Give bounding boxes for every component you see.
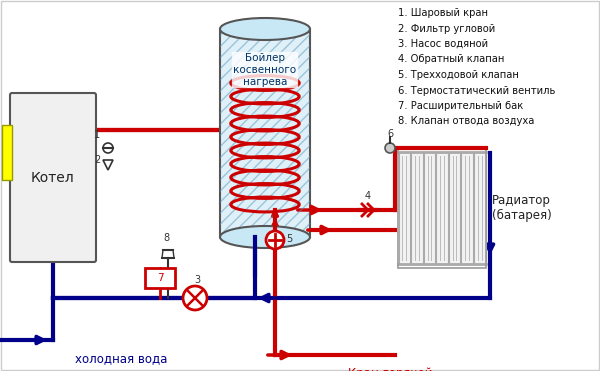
Text: 3. Насос водяной: 3. Насос водяной [398, 39, 488, 49]
Text: 5: 5 [286, 234, 292, 244]
Polygon shape [103, 160, 113, 170]
Circle shape [385, 143, 395, 153]
Text: 5. Трехходовой клапан: 5. Трехходовой клапан [398, 70, 519, 80]
Circle shape [103, 143, 113, 153]
Bar [474, 152, 485, 264]
Text: Кран горячей
воды: Кран горячей воды [348, 367, 432, 371]
Text: холодная вода: холодная вода [75, 352, 167, 365]
Text: Бойлер
косвенного
нагрева: Бойлер косвенного нагрева [233, 53, 296, 86]
Text: 7: 7 [157, 273, 163, 283]
FancyBboxPatch shape [10, 93, 96, 262]
Bar [411, 152, 422, 264]
Bar [220, 29, 310, 237]
Text: Радиатор
(батарея): Радиатор (батарея) [492, 194, 552, 222]
Bar [449, 152, 460, 264]
Text: 8: 8 [163, 233, 169, 243]
Text: 4: 4 [365, 191, 371, 201]
Ellipse shape [220, 226, 310, 248]
Text: 1. Шаровый кран: 1. Шаровый кран [398, 8, 488, 18]
Text: 3: 3 [194, 275, 200, 285]
Text: 6. Термостатический вентиль: 6. Термостатический вентиль [398, 85, 556, 95]
Bar [145, 268, 175, 288]
Bar [461, 152, 473, 264]
Text: 2. Фильтр угловой: 2. Фильтр угловой [398, 23, 495, 33]
Bar [436, 152, 448, 264]
Circle shape [183, 286, 207, 310]
Text: 6: 6 [387, 129, 393, 139]
Text: 4. Обратный клапан: 4. Обратный клапан [398, 55, 505, 65]
Text: 2: 2 [94, 155, 100, 165]
Bar [424, 152, 435, 264]
Bar [398, 148, 486, 268]
Text: Котел: Котел [31, 171, 75, 184]
Bar [220, 29, 310, 237]
Text: 8. Клапан отвода воздуха: 8. Клапан отвода воздуха [398, 116, 535, 127]
Ellipse shape [220, 18, 310, 40]
Bar [2, 125, 12, 180]
Circle shape [266, 231, 284, 249]
Text: 7. Расширительный бак: 7. Расширительный бак [398, 101, 523, 111]
Text: 1: 1 [94, 130, 100, 140]
Bar [398, 152, 410, 264]
